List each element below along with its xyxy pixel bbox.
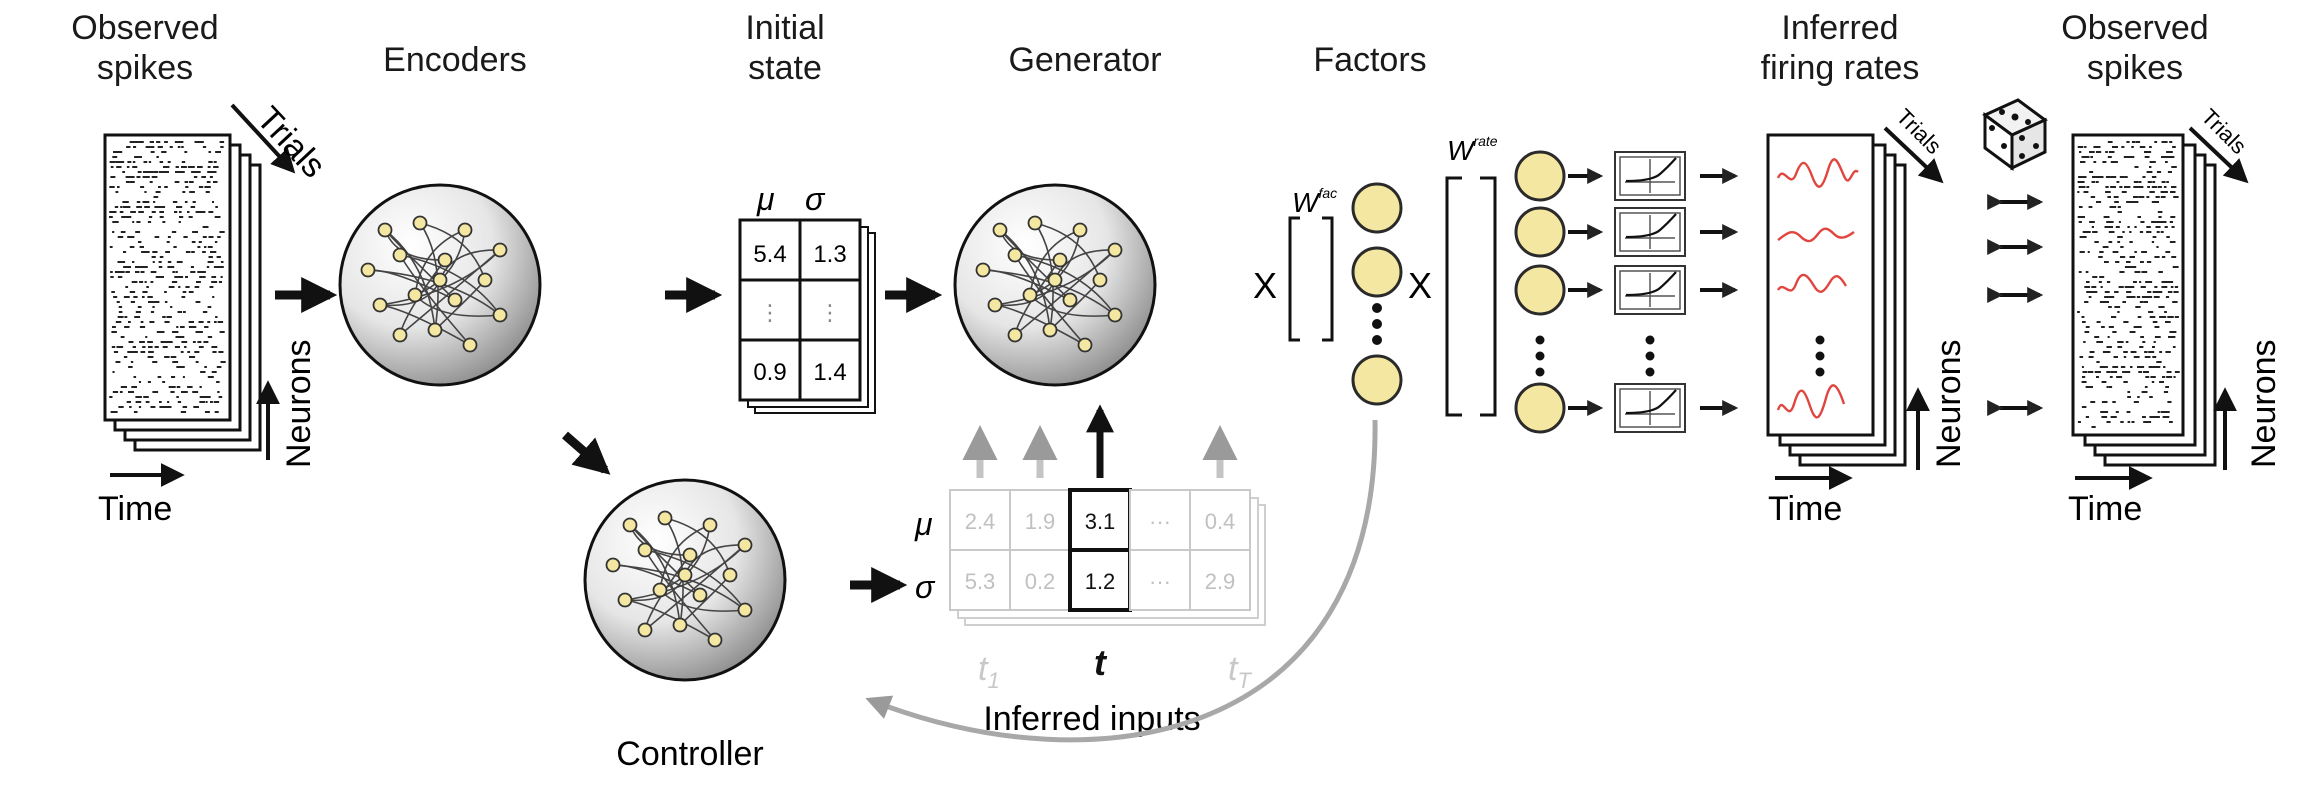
inputs-sigma: σ bbox=[915, 569, 936, 605]
label-observed-spikes-right: Observed spikes bbox=[2061, 9, 2209, 87]
trials-label-left: Trials bbox=[249, 100, 333, 186]
input-mu-cell-4 bbox=[1189, 489, 1251, 551]
time-label-right: Time bbox=[2068, 490, 2142, 528]
time-label-t: t bbox=[1094, 642, 1108, 683]
observed-spikes-right bbox=[2071, 133, 2217, 467]
factors-feedback-arrow bbox=[865, 419, 1378, 743]
time-label-tT: tT bbox=[1228, 650, 1252, 693]
time-label-left: Time bbox=[98, 490, 172, 528]
arrow-encoder-to-controller bbox=[562, 431, 611, 475]
initial-state-table: μ σ 5.4 1.3 ⋮ ⋮ 0.9 1.4 bbox=[738, 181, 876, 414]
generator-network bbox=[953, 183, 1157, 387]
neurons-label-right: Neurons bbox=[2245, 339, 2283, 468]
input-sigma-cell-0 bbox=[949, 549, 1011, 611]
initial-state-sigma: σ bbox=[805, 181, 826, 217]
factor-nodes bbox=[1351, 182, 1403, 406]
raster-dots-right bbox=[2077, 141, 2180, 428]
rate-chain bbox=[1514, 150, 1739, 434]
comparison-arrows bbox=[1987, 194, 2044, 416]
label-observed-spikes-left: Observed spikes bbox=[71, 9, 219, 87]
neurons-label-rates: Neurons bbox=[1930, 339, 1968, 468]
input-mu-value-1: 1.9 bbox=[1025, 509, 1056, 534]
initial-state-cell-0-1: 1.3 bbox=[813, 241, 846, 268]
input-mu-value-0: 2.4 bbox=[965, 509, 996, 534]
input-mu-value-4: 0.4 bbox=[1205, 509, 1236, 534]
raster-dots-left bbox=[109, 141, 226, 413]
input-sigma-value-3: ··· bbox=[1149, 569, 1171, 594]
trials-arrow-rates bbox=[1883, 126, 1944, 184]
input-sigma-value-0: 5.3 bbox=[965, 569, 996, 594]
observed-spikes-left bbox=[103, 133, 262, 452]
input-sigma-cell-4 bbox=[1189, 549, 1251, 611]
input-sigma-value-4: 2.9 bbox=[1205, 569, 1236, 594]
x-symbol-2: X bbox=[1408, 265, 1432, 306]
inferred-rates-stack bbox=[1766, 133, 1907, 467]
controller-label: Controller bbox=[616, 735, 763, 773]
w-fac-bracket: Wfac bbox=[1288, 185, 1337, 342]
initial-state-cell-0-0: 5.4 bbox=[753, 241, 786, 268]
svg-text:Wrate: Wrate bbox=[1447, 133, 1498, 166]
input-sigma-value-2: 1.2 bbox=[1085, 569, 1116, 594]
label-inferred-firing-rates: Inferred firing rates bbox=[1760, 9, 1920, 87]
controller-network bbox=[583, 478, 787, 682]
label-encoders: Encoders bbox=[383, 41, 527, 79]
inputs-mu: μ bbox=[914, 506, 933, 542]
w-rate-bracket: Wrate bbox=[1445, 133, 1498, 417]
input-sigma-cell-3 bbox=[1129, 549, 1191, 611]
input-mu-value-2: 3.1 bbox=[1085, 509, 1116, 534]
input-sigma-value-1: 0.2 bbox=[1025, 569, 1056, 594]
dice-icon bbox=[1982, 98, 2048, 171]
x-symbol-1: X bbox=[1253, 265, 1277, 306]
label-factors: Factors bbox=[1313, 41, 1427, 79]
label-initial-state: Initial state bbox=[745, 9, 825, 87]
trials-label-right: Trials bbox=[2196, 104, 2251, 159]
initial-state-cell-1-1: ⋮ bbox=[819, 300, 841, 325]
initial-state-cell-2-0: 0.9 bbox=[753, 359, 786, 386]
input-mu-value-3: ··· bbox=[1149, 509, 1171, 534]
time-label-t1: t1 bbox=[978, 650, 1000, 693]
input-mu-cell-0 bbox=[949, 489, 1011, 551]
initial-state-mu: μ bbox=[756, 181, 775, 217]
initial-state-cell-2-1: 1.4 bbox=[813, 359, 846, 386]
label-generator: Generator bbox=[1008, 41, 1162, 79]
encoder-network bbox=[338, 183, 542, 387]
initial-state-cell-1-0: ⋮ bbox=[759, 300, 781, 325]
neurons-label-left: Neurons bbox=[280, 339, 318, 468]
inferred-inputs-table: μ σ 2.4 5.3 1.9 0.2 3.1 1.2 ··· ··· 0.4 2.9 bbox=[914, 488, 1266, 626]
svg-text:Wfac: Wfac bbox=[1292, 185, 1337, 218]
time-label-rates: Time bbox=[1768, 490, 1842, 528]
inferred-inputs-label: Inferred inputs bbox=[983, 700, 1200, 738]
trials-label-rates: Trials bbox=[1891, 104, 1946, 159]
trials-arrow-left bbox=[230, 103, 296, 174]
trials-arrow-right bbox=[2188, 126, 2249, 184]
